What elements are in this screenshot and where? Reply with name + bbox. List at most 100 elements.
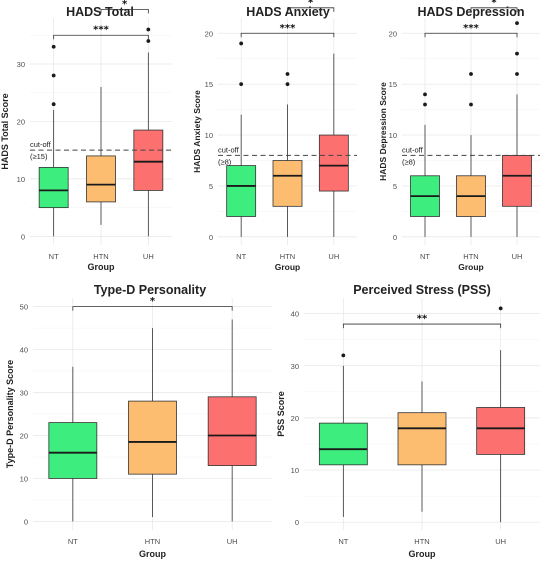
y-tick-label: 10: [205, 131, 213, 140]
y-tick-label: 10: [291, 466, 299, 475]
x-tick-label: HTN: [93, 252, 108, 261]
significance-bracket: *: [287, 0, 335, 12]
outlier-point: [423, 92, 427, 97]
chart-panel-5: 0 10 20 30 40 Perceived Stress (PSS) Group PSS …: [276, 283, 540, 559]
x-tick-label: UH: [143, 252, 154, 261]
cutoff-threshold-label: (≥15): [30, 152, 48, 161]
box-iqr: [48, 422, 98, 479]
box-uh: [476, 306, 526, 523]
x-tick-label: NT: [68, 537, 78, 546]
bracket-line: [342, 323, 502, 329]
outlier-point: [515, 21, 519, 25]
significance-label: *: [150, 296, 156, 307]
y-tick-label: 10: [17, 175, 25, 184]
outlier-point: [239, 41, 244, 46]
x-tick-label: NT: [338, 537, 348, 546]
significance-bracket: ***: [424, 23, 518, 38]
x-axis-title: Group: [458, 262, 484, 272]
box-iqr: [86, 155, 116, 203]
outlier-point: [51, 44, 56, 49]
box-iqr: [128, 400, 177, 475]
chart-panel-1: 0 10 20 30 HADS Total Group HADS Total Score NT…: [0, 0, 172, 272]
chart-panel-3: 0 5 10 15 20 HADS Depression Group HADS Depress…: [378, 0, 540, 272]
y-tick-label: 40: [20, 346, 28, 355]
x-axis-title: Group: [409, 549, 436, 559]
box-iqr: [207, 396, 257, 466]
box-uh: [207, 319, 257, 522]
box-iqr: [502, 155, 532, 207]
outlier-point: [515, 72, 519, 76]
bracket-line: [53, 34, 149, 40]
y-axis-title: HADS Total Score: [0, 93, 10, 169]
bracket-line: [287, 7, 335, 12]
y-tick-label: 20: [291, 414, 299, 423]
y-axis-title: HADS Anxiety Score: [192, 90, 202, 173]
bracket-line: [424, 32, 518, 38]
significance-label: ***: [93, 25, 109, 36]
y-tick-label: 0: [209, 233, 213, 242]
significance-label: *: [308, 0, 314, 8]
significance-label: *: [122, 0, 128, 10]
x-axis-title: Group: [139, 549, 166, 559]
x-tick-label: HTN: [414, 537, 429, 546]
x-tick-label: UH: [227, 537, 238, 546]
cutoff-label: cut-off: [218, 145, 240, 154]
x-tick-label: HTN: [145, 537, 160, 546]
outlier-point: [469, 102, 473, 107]
box-uh: [133, 27, 164, 237]
y-axis-title: Type-D Personality Score: [5, 360, 15, 468]
outlier-point: [498, 306, 503, 311]
box-nt: [410, 92, 440, 237]
significance-bracket: ***: [53, 25, 149, 40]
outlier-point: [146, 39, 151, 43]
outlier-point: [515, 51, 519, 56]
box-uh: [318, 53, 349, 237]
box-iqr: [397, 412, 447, 466]
significance-bracket: *: [470, 0, 518, 12]
chart-title: Type-D Personality: [94, 283, 206, 297]
y-tick-label: 30: [17, 60, 25, 69]
chart-title: Perceived Stress (PSS): [353, 283, 491, 297]
y-tick-label: 30: [20, 389, 28, 398]
x-axis-title: Group: [88, 262, 115, 272]
significance-bracket: **: [342, 314, 502, 329]
y-tick-label: 20: [389, 29, 397, 38]
y-tick-label: 10: [389, 131, 397, 140]
x-tick-label: HTN: [463, 252, 478, 261]
y-tick-label: 0: [295, 518, 299, 527]
cutoff-threshold-label: (≥8): [402, 157, 416, 166]
chart-title: HADS Depression: [418, 5, 525, 19]
x-tick-label: UH: [328, 252, 339, 261]
outlier-point: [423, 102, 427, 107]
box-htn: [86, 86, 116, 225]
y-tick-label: 20: [205, 29, 213, 38]
y-tick-label: 5: [209, 182, 213, 191]
box-nt: [48, 366, 98, 522]
significance-bracket: *: [100, 0, 149, 14]
box-iqr: [318, 134, 349, 192]
box-htn: [272, 72, 303, 237]
significance-bracket: *: [72, 296, 233, 311]
outlier-point: [285, 82, 290, 87]
box-iqr: [272, 160, 303, 207]
chart-title: HADS Anxiety: [246, 5, 330, 19]
box-iqr: [133, 129, 164, 191]
y-tick-label: 15: [205, 80, 213, 89]
y-tick-label: 0: [393, 233, 397, 242]
y-tick-label: 30: [291, 362, 299, 371]
y-tick-label: 20: [20, 431, 28, 440]
outlier-point: [146, 27, 151, 32]
chart-title: HADS Total: [66, 5, 134, 19]
x-tick-label: HTN: [280, 252, 295, 261]
box-htn: [456, 72, 486, 237]
box-nt: [38, 44, 69, 237]
box-uh: [502, 21, 532, 237]
box-nt: [226, 41, 257, 237]
y-tick-label: 50: [20, 303, 28, 312]
chart-panel-4: 0 10 20 30 40 50 Type-D Personality Group Type-D…: [5, 283, 272, 559]
x-tick-label: UH: [495, 537, 506, 546]
bracket-line: [72, 306, 233, 311]
significance-bracket: ***: [240, 23, 335, 38]
outlier-point: [51, 73, 56, 78]
